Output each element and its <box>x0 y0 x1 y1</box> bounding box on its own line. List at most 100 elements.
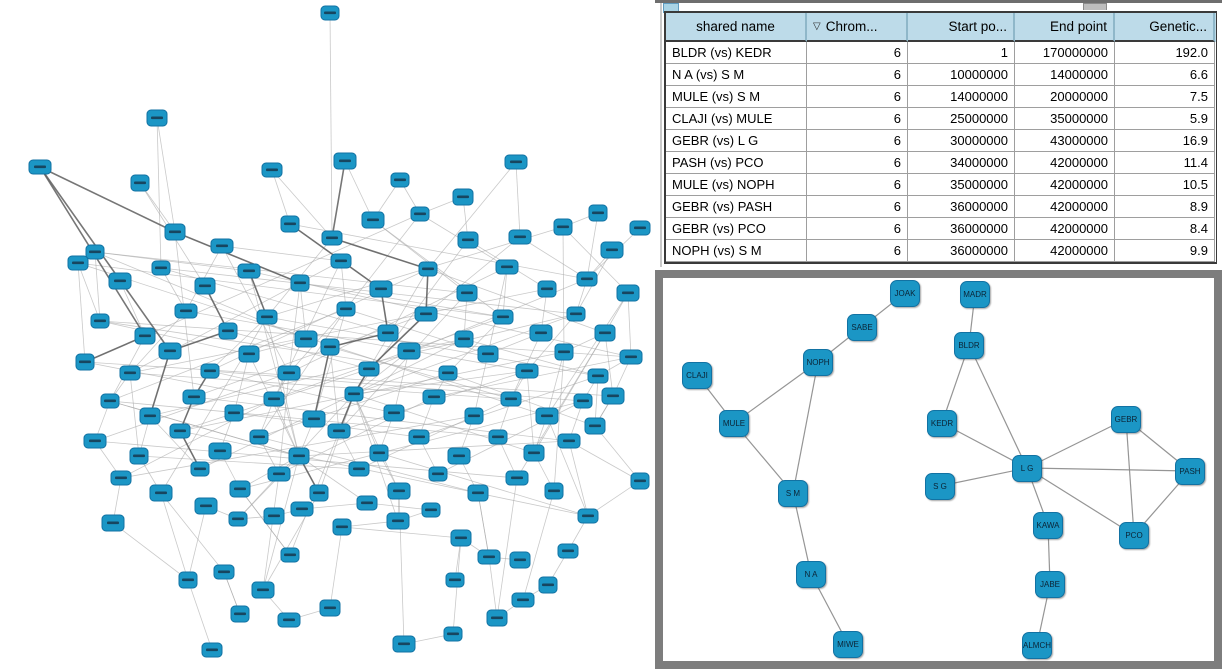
network-node[interactable] <box>535 407 559 425</box>
network-node-pco[interactable]: PCO <box>1119 521 1149 549</box>
network-node[interactable] <box>320 338 340 356</box>
network-node[interactable] <box>358 361 380 377</box>
table-row[interactable]: MULE (vs) NOPH 6 35000000 42000000 10.5 <box>666 174 1216 196</box>
network-node[interactable] <box>467 484 489 502</box>
table-row[interactable]: NOPH (vs) S M 6 36000000 42000000 9.9 <box>666 240 1216 262</box>
network-node[interactable] <box>348 461 370 477</box>
network-node-joak[interactable]: JOAK <box>890 279 920 307</box>
network-node[interactable] <box>456 284 478 302</box>
network-node[interactable] <box>319 599 341 617</box>
network-node[interactable] <box>321 230 343 246</box>
network-node-claji[interactable]: CLAJI <box>682 361 712 389</box>
table-row[interactable]: MULE (vs) S M 6 14000000 20000000 7.5 <box>666 86 1216 108</box>
network-node[interactable] <box>67 255 89 271</box>
network-node[interactable] <box>228 511 248 527</box>
network-node-madr[interactable]: MADR <box>960 280 990 308</box>
network-node[interactable] <box>327 423 351 439</box>
network-node[interactable] <box>588 204 608 222</box>
network-node[interactable] <box>504 154 528 170</box>
network-node[interactable] <box>194 277 216 295</box>
network-node[interactable] <box>267 466 291 482</box>
network-node[interactable] <box>587 368 609 384</box>
network-node[interactable] <box>454 330 474 348</box>
network-node-s-g[interactable]: S G <box>925 472 955 500</box>
network-node-gebr[interactable]: GEBR <box>1111 405 1141 433</box>
network-node[interactable] <box>229 480 251 498</box>
network-node[interactable] <box>529 324 553 342</box>
network-node[interactable] <box>210 238 234 254</box>
subnetwork-view[interactable]: JOAK MADR SABE BLDR NOPH CLAJI GEBR MULE KEDR L G… <box>663 278 1214 661</box>
network-node[interactable] <box>452 188 474 206</box>
network-node[interactable] <box>386 512 410 530</box>
network-node[interactable] <box>509 551 531 569</box>
network-node[interactable] <box>290 501 314 517</box>
network-node[interactable] <box>333 152 357 170</box>
panel-tab-remnant[interactable] <box>1083 3 1107 10</box>
network-node[interactable] <box>238 345 260 363</box>
network-node[interactable] <box>100 393 120 409</box>
network-node[interactable] <box>320 5 340 21</box>
network-node[interactable] <box>224 404 244 422</box>
network-node[interactable] <box>383 404 405 422</box>
table-row[interactable]: GEBR (vs) PCO 6 36000000 42000000 8.4 <box>666 218 1216 240</box>
network-node[interactable] <box>428 466 448 482</box>
network-node[interactable] <box>505 470 529 486</box>
network-node[interactable] <box>190 461 210 477</box>
network-node[interactable] <box>83 433 107 449</box>
network-node[interactable] <box>600 241 624 259</box>
network-node[interactable] <box>508 229 532 245</box>
network-node[interactable] <box>201 642 223 658</box>
column-header-end-point[interactable]: End point <box>1015 13 1115 42</box>
network-node[interactable] <box>601 387 625 405</box>
network-node[interactable] <box>344 386 364 402</box>
network-node[interactable] <box>194 497 218 515</box>
network-node[interactable] <box>390 172 410 188</box>
network-node-jabe[interactable]: JABE <box>1035 570 1065 598</box>
network-node[interactable] <box>130 174 150 192</box>
network-node[interactable] <box>392 635 416 653</box>
network-node[interactable] <box>230 605 250 623</box>
network-node[interactable] <box>288 447 310 465</box>
network-node-pash[interactable]: PASH <box>1175 457 1205 485</box>
network-node[interactable] <box>488 429 508 445</box>
network-node[interactable] <box>557 433 581 449</box>
network-node[interactable] <box>90 313 110 329</box>
network-node[interactable] <box>119 365 141 381</box>
network-node[interactable] <box>377 324 399 342</box>
network-node[interactable] <box>251 581 275 599</box>
network-node[interactable] <box>129 447 149 465</box>
table-row[interactable]: GEBR (vs) PASH 6 36000000 42000000 8.9 <box>666 196 1216 218</box>
network-node[interactable] <box>361 211 385 229</box>
network-node[interactable] <box>422 389 446 405</box>
network-node[interactable] <box>263 391 285 407</box>
table-row[interactable]: CLAJI (vs) MULE 6 25000000 35000000 5.9 <box>666 108 1216 130</box>
network-node[interactable] <box>213 564 235 580</box>
network-node[interactable] <box>256 309 278 325</box>
network-node[interactable] <box>630 472 650 490</box>
sort-descending-icon[interactable]: ▽ <box>813 20 821 32</box>
network-node[interactable] <box>538 576 558 594</box>
network-node-l-g[interactable]: L G <box>1012 454 1042 482</box>
network-node-bldr[interactable]: BLDR <box>954 331 984 359</box>
network-node[interactable] <box>336 301 356 317</box>
network-node[interactable] <box>408 429 430 445</box>
column-header-chromosome[interactable]: ▽ Chrom... <box>807 13 908 42</box>
network-node-miwe[interactable]: MIWE <box>833 630 863 658</box>
network-node[interactable] <box>573 393 593 409</box>
network-node-noph[interactable]: NOPH <box>803 348 833 376</box>
network-node[interactable] <box>566 306 586 322</box>
network-node[interactable] <box>576 271 598 287</box>
network-node[interactable] <box>477 549 501 565</box>
table-row[interactable]: PASH (vs) PCO 6 34000000 42000000 11.4 <box>666 152 1216 174</box>
network-node[interactable] <box>28 159 52 175</box>
column-header-start-position[interactable]: Start po... <box>908 13 1015 42</box>
network-node[interactable] <box>200 363 220 379</box>
network-node[interactable] <box>290 274 310 292</box>
column-header-shared-name[interactable]: shared name <box>666 13 807 42</box>
network-node[interactable] <box>477 345 499 363</box>
network-node-s-m[interactable]: S M <box>778 479 808 507</box>
network-node[interactable] <box>414 306 438 322</box>
network-node[interactable] <box>523 444 545 462</box>
table-row[interactable]: GEBR (vs) L G 6 30000000 43000000 16.9 <box>666 130 1216 152</box>
network-node[interactable] <box>280 215 300 233</box>
